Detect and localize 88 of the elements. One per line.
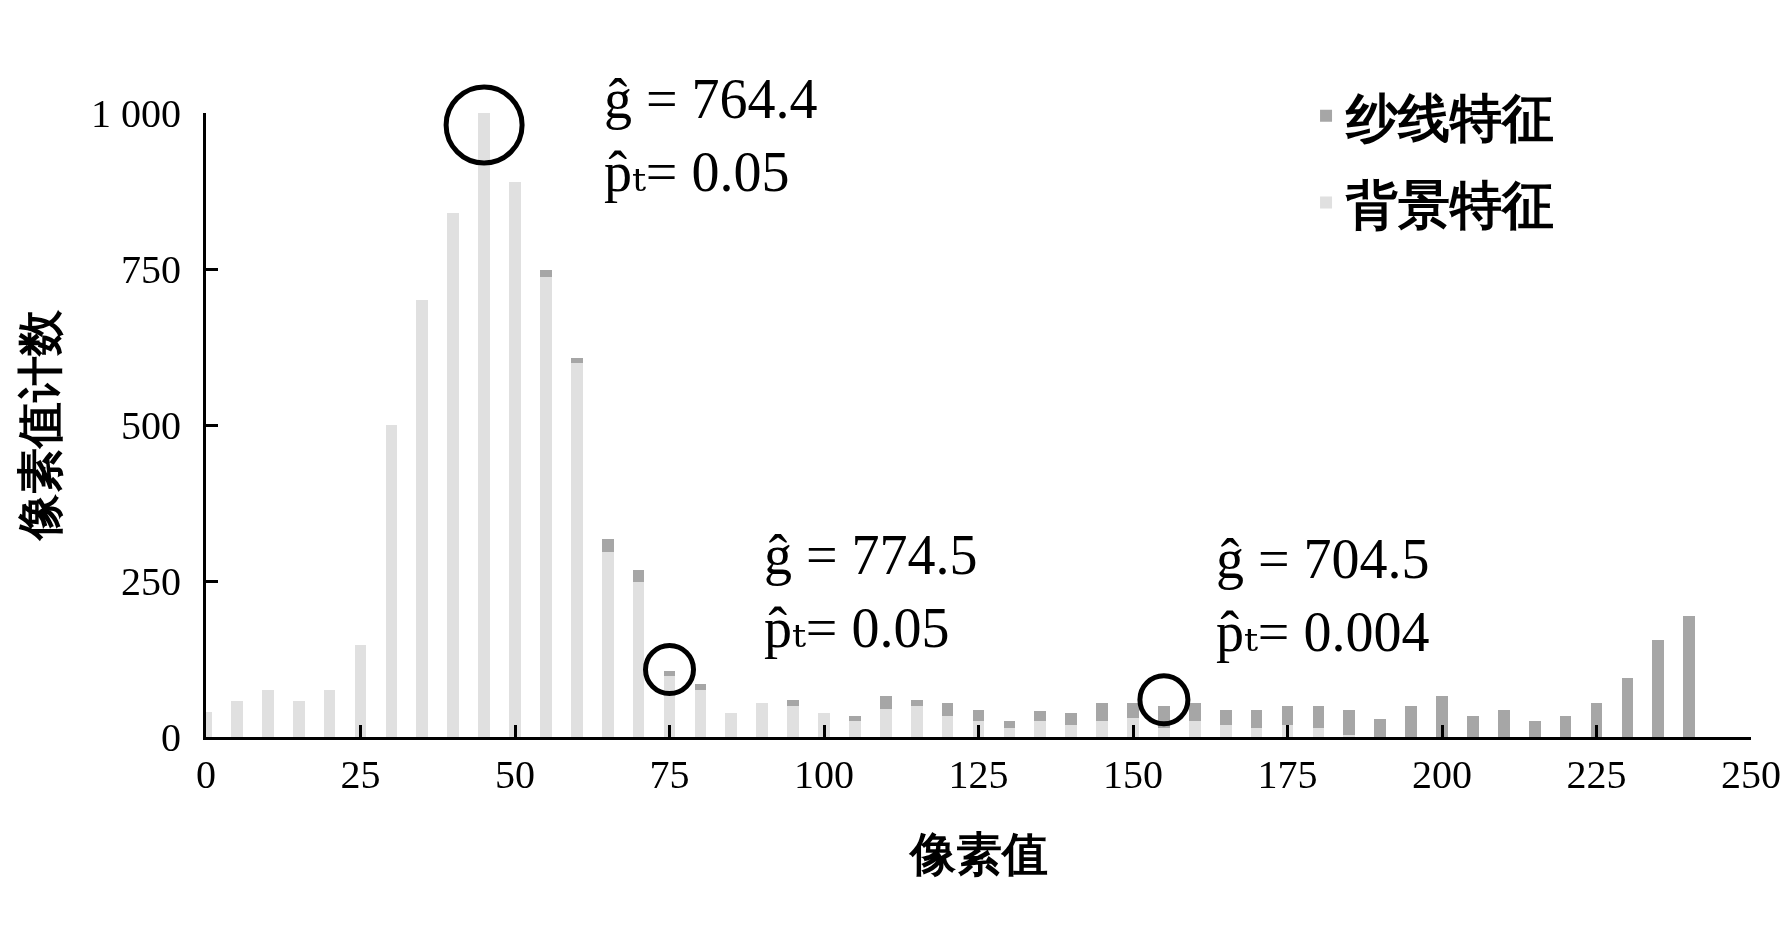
bar <box>1467 715 1479 737</box>
bar <box>1497 709 1510 737</box>
bar <box>1034 721 1047 737</box>
bar <box>323 689 336 737</box>
bar <box>231 701 243 737</box>
bar <box>1188 702 1201 722</box>
bar <box>1343 709 1356 735</box>
y-axis-title: 像素值计数 <box>13 309 68 542</box>
bar <box>540 269 552 278</box>
bar <box>849 715 861 722</box>
bar <box>1127 718 1139 737</box>
bar <box>1250 709 1263 728</box>
bar <box>1528 721 1541 737</box>
bar <box>787 705 799 737</box>
bar <box>910 700 923 706</box>
bar <box>1003 721 1016 728</box>
bar <box>1374 718 1387 737</box>
bar <box>941 715 954 737</box>
bar <box>1219 724 1232 737</box>
x-tick-label: 225 <box>1566 752 1627 797</box>
bar <box>756 703 769 737</box>
bar <box>478 113 490 737</box>
x-tick-label: 100 <box>794 752 854 797</box>
bar <box>1312 727 1325 737</box>
bar <box>1065 712 1078 726</box>
bar <box>1281 705 1294 725</box>
bar <box>601 552 614 737</box>
bar <box>385 425 398 737</box>
bar <box>1559 715 1572 737</box>
bar <box>601 539 614 553</box>
bar <box>879 708 892 737</box>
legend-label: 纱线特征 <box>1345 88 1555 149</box>
bar <box>1003 727 1016 737</box>
bar <box>818 712 830 737</box>
bar <box>910 705 923 737</box>
bar <box>1250 727 1263 737</box>
bar <box>570 357 583 364</box>
bar <box>663 671 676 677</box>
x-tick-label: 50 <box>495 752 535 797</box>
y-tick-label: 500 <box>121 403 181 448</box>
bar <box>941 703 954 716</box>
bar <box>849 721 861 737</box>
bar <box>1127 703 1139 719</box>
bar <box>725 712 738 737</box>
bar <box>354 645 367 737</box>
legend-label: 背景特征 <box>1345 174 1555 235</box>
bar <box>1096 721 1108 737</box>
bar <box>1652 640 1665 737</box>
bar <box>1158 728 1170 737</box>
x-tick-label: 200 <box>1412 752 1472 797</box>
x-tick-label: 150 <box>1103 752 1163 797</box>
bar <box>1683 615 1696 737</box>
bar <box>632 582 645 737</box>
x-tick-label: 250 <box>1721 752 1781 797</box>
bar <box>1096 703 1108 722</box>
x-tick-label: 175 <box>1257 752 1318 797</box>
bar <box>787 700 799 706</box>
x-tick-label: 75 <box>649 752 690 797</box>
bar <box>416 300 429 737</box>
bar <box>1621 677 1634 737</box>
bar <box>447 212 460 737</box>
x-tick-label: 125 <box>948 752 1009 797</box>
x-tick-label: 0 <box>196 752 216 797</box>
bar <box>694 683 707 691</box>
y-tick-label: 1 000 <box>91 91 181 136</box>
annotation: ĝ = 704.5 p̂ₜ= 0.004 <box>1216 528 1430 663</box>
bar <box>1188 721 1201 737</box>
bar <box>1219 709 1232 725</box>
bar <box>540 277 552 737</box>
x-axis-title: 像素值 <box>907 826 1048 881</box>
bar <box>509 181 521 737</box>
bar <box>1065 725 1078 737</box>
bar <box>292 701 305 737</box>
bar <box>1405 705 1417 737</box>
y-tick-label: 250 <box>121 559 181 604</box>
bar <box>632 570 645 583</box>
bar <box>879 696 892 709</box>
annotation: ĝ = 764.4 p̂ₜ= 0.05 <box>604 68 818 203</box>
y-tick-label: 0 <box>161 715 181 760</box>
bar <box>1034 710 1047 722</box>
x-tick-label: 25 <box>340 752 381 797</box>
bar <box>1312 705 1325 728</box>
y-tick-label: 750 <box>121 247 181 292</box>
bar <box>1436 696 1448 737</box>
annotation: ĝ = 774.5 p̂ₜ= 0.05 <box>764 524 978 659</box>
bar <box>570 363 583 737</box>
bar <box>694 690 707 737</box>
bar <box>261 689 274 737</box>
